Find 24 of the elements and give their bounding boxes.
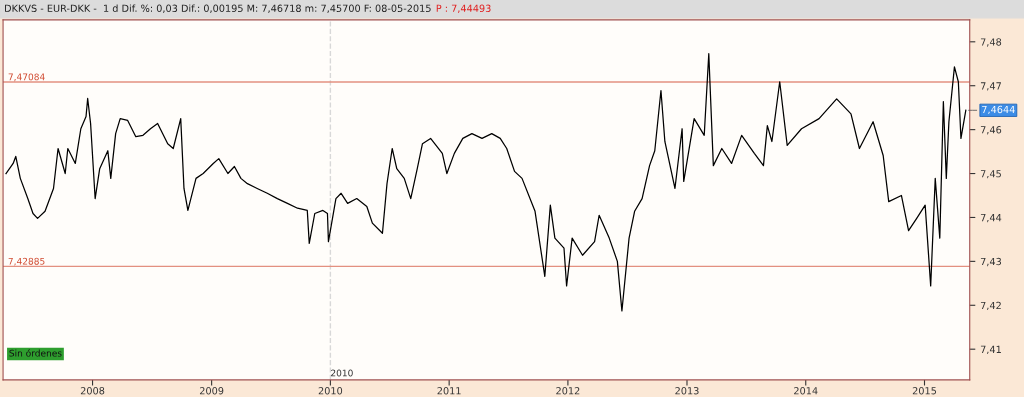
x-tick-label: 2015 [912, 387, 937, 395]
y-tick-label: 7,47 [980, 82, 1001, 91]
y-tick-label: 7,46 [980, 126, 1002, 135]
y-tick-label: 7,43 [980, 257, 1002, 267]
chart-title: DKKVS - EUR-DKK - 1 d Dif. %: 0,03 Dif.: 0,00195 M: 7,46718 m: 7,45700 F: 08-05-2015 [5, 4, 431, 13]
annotation: 7,4644 [982, 105, 1015, 115]
annotation: Sin órdenes [9, 349, 62, 357]
ref-line-label: 7,42885 [8, 257, 45, 266]
y-tick-label: 7,44 [980, 214, 1002, 223]
y-tick-label: 7,48 [980, 38, 1002, 47]
y-tick-label: 7,41 [980, 345, 1001, 355]
x-tick-label: 2014 [794, 387, 818, 395]
x-tick-label: 2013 [675, 387, 699, 395]
text: P : 7,44493 [436, 4, 491, 13]
x-tick-label: 2012 [556, 387, 580, 395]
line-series [5, 53, 967, 312]
x-tick-label: 2010 [318, 387, 343, 395]
ref-line-label: 7,47084 [8, 73, 45, 82]
y-tick-label: 7,42 [980, 301, 1001, 311]
ref-line-label: 2010 [331, 369, 353, 377]
x-tick-label: 2008 [80, 387, 105, 395]
x-tick-label: 2009 [199, 387, 224, 395]
x-tick-label: 2011 [437, 387, 461, 395]
y-tick-label: 7,45 [980, 170, 1001, 179]
